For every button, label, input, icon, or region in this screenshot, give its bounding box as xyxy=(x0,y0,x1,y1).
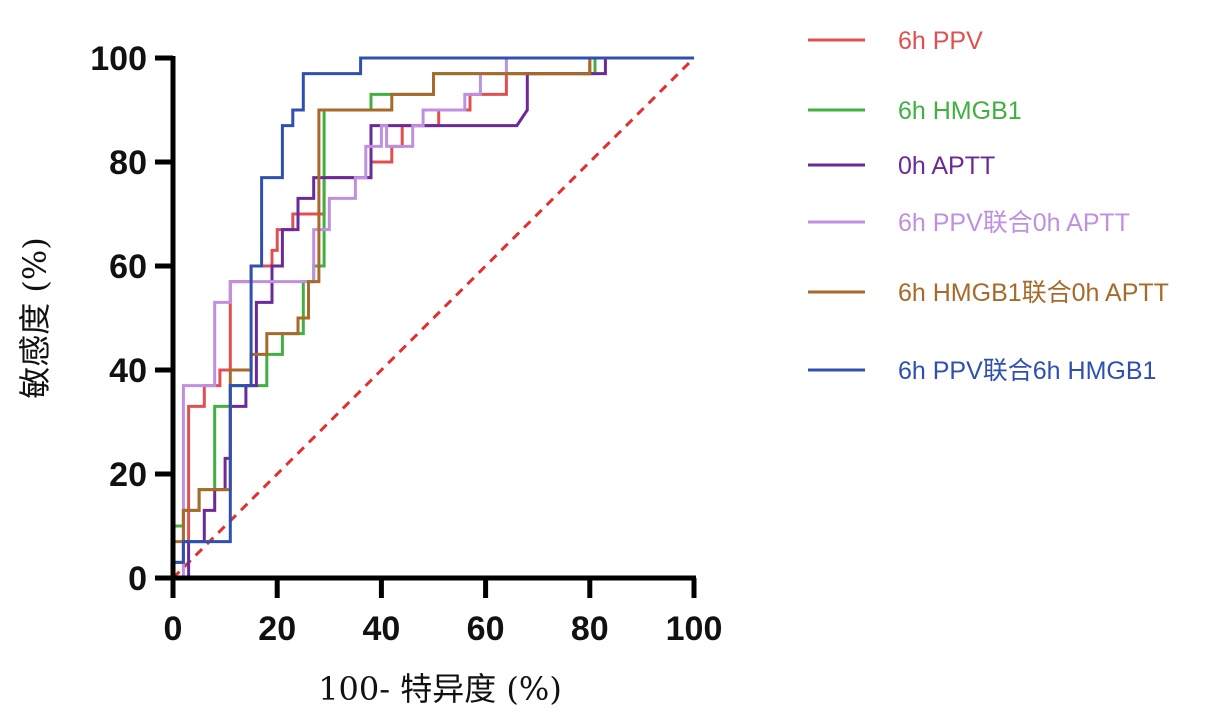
legend-label: 6h PPV xyxy=(898,27,983,55)
plot-area xyxy=(171,56,696,580)
roc-curve-5 xyxy=(171,56,694,578)
legend-item: 6h PPV联合6h HMGB1 xyxy=(808,357,1156,385)
y-tick-label: 20 xyxy=(109,456,147,494)
roc-curve-3 xyxy=(173,56,694,580)
x-ticks: 0 20 40 60 80 100 xyxy=(164,578,723,648)
y-axis-title: 敏感度 (%) xyxy=(16,237,54,399)
legend-item: 6h HMGB1联合0h APTT xyxy=(808,279,1169,307)
legend-item: 6h HMGB1 xyxy=(808,97,1022,125)
y-tick-label: 0 xyxy=(128,560,147,598)
legend: 6h PPV 6h HMGB1 0h APTT 6h PPV联合0h APTT 6h H… xyxy=(808,27,1169,385)
axes: 0 20 40 60 80 100 0 20 40 60 80 100 xyxy=(90,40,722,648)
y-tick-label: 40 xyxy=(109,352,147,390)
legend-label: 6h PPV联合6h HMGB1 xyxy=(898,357,1156,385)
legend-item: 6h PPV联合0h APTT xyxy=(808,209,1130,237)
x-tick-label: 60 xyxy=(467,610,505,648)
y-tick-label: 100 xyxy=(90,40,147,78)
legend-label: 6h HMGB1联合0h APTT xyxy=(898,279,1169,307)
x-tick-label: 0 xyxy=(164,610,183,648)
x-tick-label: 20 xyxy=(258,610,296,648)
x-tick-label: 100 xyxy=(666,610,723,648)
x-axis-title: 100- 特异度 (%) xyxy=(318,670,562,708)
legend-item: 0h APTT xyxy=(808,152,995,180)
reference-diagonal-line xyxy=(171,56,696,580)
roc-curve-6 xyxy=(171,56,694,578)
legend-label: 6h PPV联合0h APTT xyxy=(898,209,1130,237)
y-tick-label: 60 xyxy=(109,248,147,286)
x-tick-label: 80 xyxy=(571,610,609,648)
x-tick-label: 40 xyxy=(362,610,400,648)
y-ticks: 0 20 40 60 80 100 xyxy=(90,40,173,598)
legend-label: 6h HMGB1 xyxy=(898,97,1022,125)
roc-curve-4 xyxy=(173,56,694,580)
legend-label: 0h APTT xyxy=(898,152,995,180)
legend-item: 6h PPV xyxy=(808,27,983,55)
y-tick-label: 80 xyxy=(109,144,147,182)
